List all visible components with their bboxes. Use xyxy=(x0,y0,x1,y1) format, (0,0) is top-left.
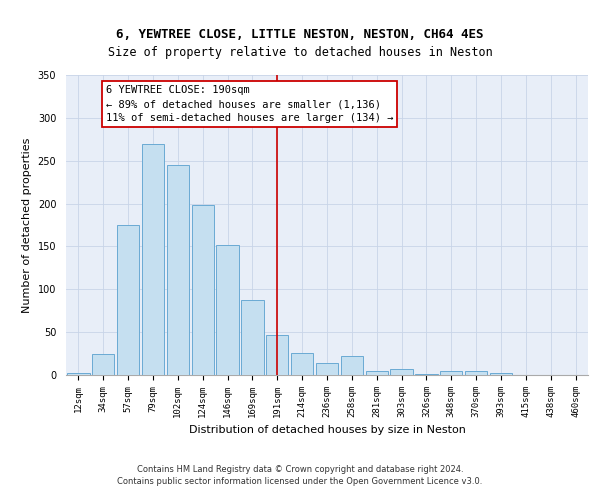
Text: 6 YEWTREE CLOSE: 190sqm
← 89% of detached houses are smaller (1,136)
11% of semi: 6 YEWTREE CLOSE: 190sqm ← 89% of detache… xyxy=(106,86,393,124)
Bar xyxy=(440,370,463,375)
Bar xyxy=(365,370,388,375)
Bar xyxy=(490,374,512,375)
Bar xyxy=(142,144,164,375)
Bar xyxy=(191,206,214,375)
Text: Contains HM Land Registry data © Crown copyright and database right 2024.: Contains HM Land Registry data © Crown c… xyxy=(137,464,463,473)
Bar xyxy=(241,300,263,375)
Y-axis label: Number of detached properties: Number of detached properties xyxy=(22,138,32,312)
Text: Contains public sector information licensed under the Open Government Licence v3: Contains public sector information licen… xyxy=(118,476,482,486)
Bar xyxy=(67,374,89,375)
Bar xyxy=(217,244,239,375)
X-axis label: Distribution of detached houses by size in Neston: Distribution of detached houses by size … xyxy=(188,426,466,436)
Text: Size of property relative to detached houses in Neston: Size of property relative to detached ho… xyxy=(107,46,493,59)
Bar xyxy=(415,374,437,375)
Bar xyxy=(391,369,413,375)
Bar xyxy=(341,356,363,375)
Text: 6, YEWTREE CLOSE, LITTLE NESTON, NESTON, CH64 4ES: 6, YEWTREE CLOSE, LITTLE NESTON, NESTON,… xyxy=(116,28,484,42)
Bar xyxy=(167,165,189,375)
Bar xyxy=(316,363,338,375)
Bar xyxy=(266,334,289,375)
Bar xyxy=(117,225,139,375)
Bar xyxy=(465,370,487,375)
Bar xyxy=(291,352,313,375)
Bar xyxy=(92,354,115,375)
